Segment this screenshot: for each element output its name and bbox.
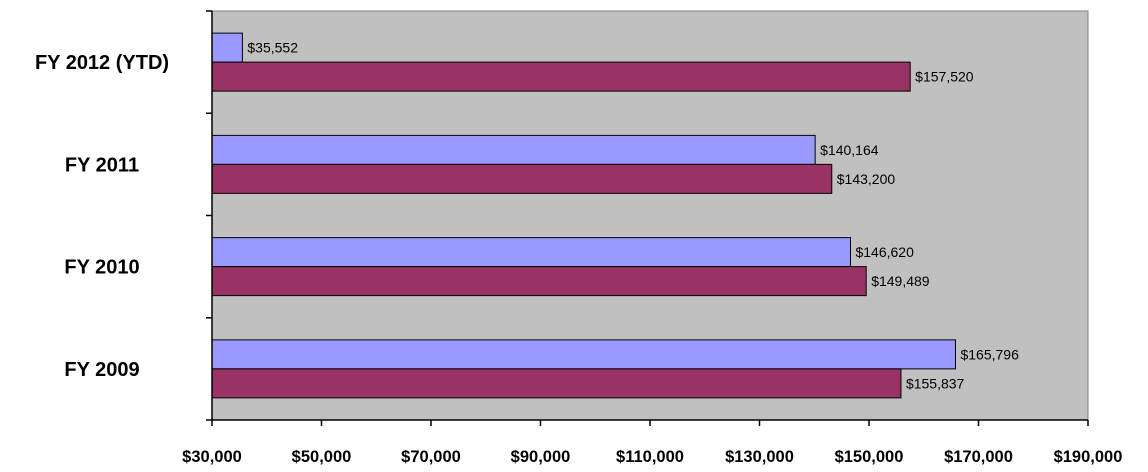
x-tick-label: $190,000 [1054,448,1123,466]
data-label: $146,620 [855,244,914,260]
x-tick-label: $130,000 [725,448,794,466]
data-label: $157,520 [915,69,974,85]
category-label: FY 2011 [65,154,139,176]
labels-group: $165,796 $155,837 FY 2009 $146,620 $149,489 F… [35,40,1122,466]
x-tick-label: $150,000 [835,448,904,466]
x-tick-label: $30,000 [182,448,242,466]
x-tick-label: $170,000 [944,448,1013,466]
axes-group [206,10,1089,426]
bars-group [211,32,956,399]
bar-a-fy-2009 [211,339,956,370]
data-label: $165,796 [960,346,1019,362]
bar-a-fy-2010 [211,237,851,268]
x-tick-label: $110,000 [616,448,684,466]
bar-a-fy-2012-ytd- [211,32,243,63]
x-tick-label: $90,000 [511,448,571,466]
x-tick-label: $50,000 [292,448,352,466]
bar-a-fy-2011 [211,134,816,165]
category-label: FY 2012 (YTD) [35,52,169,74]
bar-b-fy-2012-ytd- [211,61,911,92]
data-label: $35,552 [247,40,298,56]
bar-b-fy-2009 [211,368,902,399]
data-label: $140,164 [820,142,879,158]
x-tick-label: $70,000 [401,448,461,466]
bar-b-fy-2011 [211,163,833,194]
data-label: $149,489 [871,273,930,289]
bar-b-fy-2010 [211,266,867,297]
category-label: FY 2009 [64,359,139,381]
category-label: FY 2010 [64,257,139,279]
data-label: $155,837 [906,375,965,391]
data-label: $143,200 [837,171,896,187]
